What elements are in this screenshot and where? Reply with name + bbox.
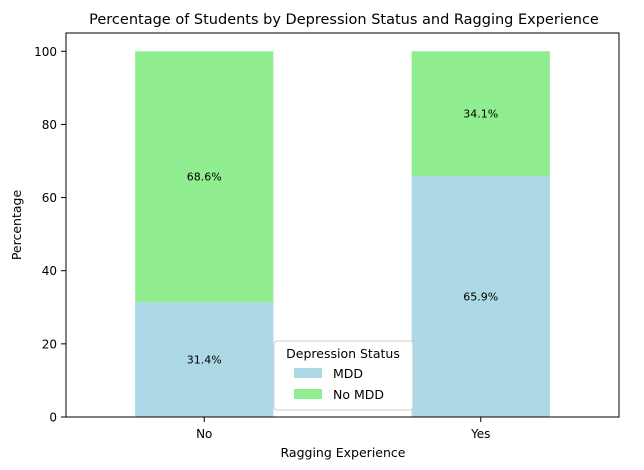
x-tick-label: Yes bbox=[470, 427, 490, 441]
y-tick-label: 40 bbox=[42, 264, 57, 278]
legend-swatch bbox=[294, 389, 322, 399]
bar-no-mdd bbox=[135, 302, 274, 417]
y-tick-label: 80 bbox=[42, 118, 57, 132]
x-axis-label: Ragging Experience bbox=[281, 445, 406, 460]
plot-frame bbox=[65, 32, 620, 418]
legend-entry-label: No MDD bbox=[333, 387, 384, 402]
axes-ticks: No Yes 0 20 40 60 80 100 bbox=[34, 45, 490, 441]
y-tick-label: 0 bbox=[49, 411, 57, 425]
y-axis-label: Percentage bbox=[9, 190, 24, 261]
data-label: 34.1% bbox=[463, 108, 498, 121]
y-tick-label: 100 bbox=[34, 45, 57, 59]
data-label: 65.9% bbox=[463, 290, 498, 303]
legend: Depression Status MDD No MDD bbox=[273, 340, 414, 411]
y-tick-label: 20 bbox=[42, 337, 57, 351]
data-label: 31.4% bbox=[187, 354, 222, 367]
y-tick-label: 60 bbox=[42, 191, 57, 205]
legend-swatch bbox=[294, 368, 322, 378]
legend-title: Depression Status bbox=[286, 346, 400, 361]
x-tick-label: No bbox=[196, 427, 212, 441]
legend-entry-label: MDD bbox=[333, 366, 363, 381]
bar-no-no-mdd bbox=[135, 51, 274, 303]
bar-yes-no-mdd bbox=[411, 51, 550, 176]
data-label: 68.6% bbox=[187, 171, 222, 184]
chart-title: Percentage of Students by Depression Sta… bbox=[89, 12, 599, 28]
plot-marks: 31.4% 68.6% 65.9% 34.1% bbox=[135, 51, 550, 417]
bar-yes-mdd bbox=[411, 175, 550, 417]
